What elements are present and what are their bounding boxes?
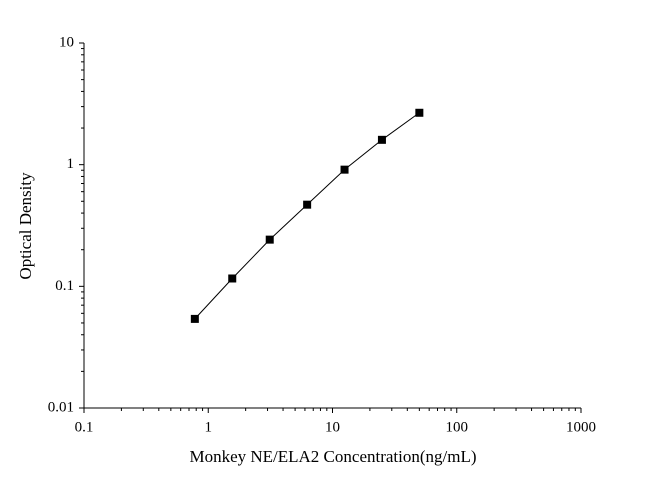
y-tick-label: 0.1: [55, 278, 74, 294]
data-point: [265, 235, 274, 244]
x-axis-title: Monkey NE/ELA2 Concentration(ng/mL): [189, 447, 476, 466]
data-point: [303, 200, 312, 209]
x-tick-label: 1000: [566, 419, 596, 435]
y-tick-label: 1: [67, 156, 75, 172]
y-tick-label: 10: [59, 34, 74, 50]
y-tick-label: 0.01: [48, 399, 74, 415]
data-point: [377, 135, 386, 144]
x-tick-label: 1: [205, 419, 213, 435]
x-tick-label: 0.1: [75, 419, 94, 435]
x-tick-label: 100: [446, 419, 469, 435]
x-tick-label: 10: [325, 419, 340, 435]
y-axis-title: Optical Density: [16, 172, 35, 280]
data-point: [340, 165, 349, 174]
data-point: [190, 314, 199, 323]
data-point: [228, 274, 237, 283]
data-point: [415, 108, 424, 117]
